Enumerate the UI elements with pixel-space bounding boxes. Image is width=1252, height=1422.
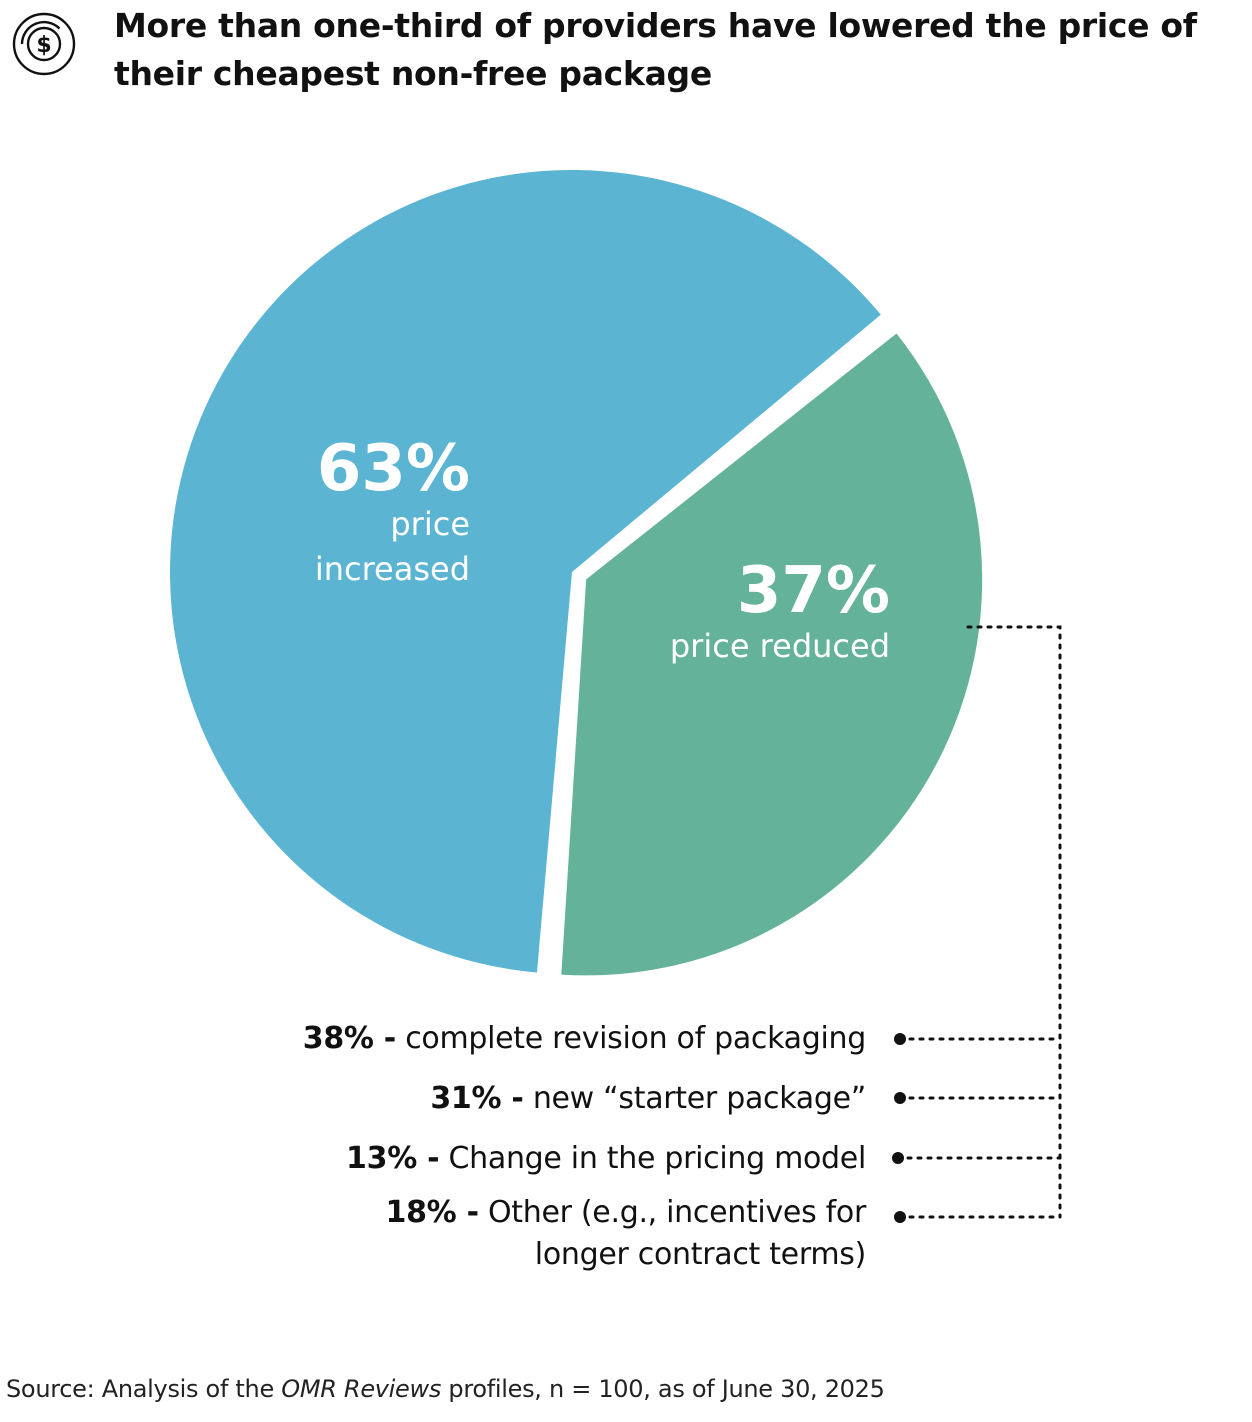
source-prefix: Source: Analysis of the <box>6 1375 282 1403</box>
dollar-coin-icon: $ <box>12 12 76 76</box>
pie-slice-price-increased <box>170 169 881 973</box>
source-note: Source: Analysis of the OMR Reviews prof… <box>6 1374 1246 1404</box>
source-italic: OMR Reviews <box>281 1375 442 1403</box>
breakdown-pct: 31% - <box>430 1081 524 1116</box>
slice-label-price-increased-line1: price <box>390 505 470 543</box>
breakdown-bullet <box>894 1092 906 1104</box>
breakdown-bullet <box>894 1211 906 1223</box>
breakdown-text: Change in the pricing model <box>448 1141 867 1176</box>
breakdown-text-line2: longer contract terms) <box>534 1237 867 1272</box>
breakdown-text: complete revision of packaging <box>405 1021 866 1056</box>
slice-label-price-increased-line2: increased <box>315 550 470 588</box>
breakdown-text: Other (e.g., incentives for <box>487 1195 866 1230</box>
breakdown-pct: 13% - <box>346 1141 440 1176</box>
breakdown-item: 38% - complete revision of packaging <box>302 1018 867 1060</box>
svg-text:$: $ <box>36 33 51 58</box>
breakdown-item: 13% - Change in the pricing model <box>346 1138 866 1180</box>
breakdown-connector <box>896 625 1062 1219</box>
chart-title: More than one-third of providers have lo… <box>114 6 1197 93</box>
breakdown-item: 31% - new “starter package” <box>430 1078 866 1120</box>
breakdown-bullet <box>892 1152 904 1164</box>
pie-slice-price-reduced <box>561 333 983 976</box>
source-suffix: profiles, n = 100, as of June 30, 2025 <box>441 1375 885 1403</box>
breakdown-pct: 38% - <box>302 1021 397 1056</box>
slice-value-price-reduced: 37% <box>737 554 890 628</box>
breakdown-bullet <box>894 1033 906 1045</box>
breakdown-text: new “starter package” <box>532 1081 866 1116</box>
breakdown-item: 18% - Other (e.g., incentives for longer… <box>385 1192 867 1276</box>
slice-value-price-increased: 63% <box>317 432 470 506</box>
breakdown-pct: 18% - <box>385 1195 480 1230</box>
connector-trunk <box>966 625 1062 1219</box>
slice-label-price-reduced: price reduced <box>670 627 890 665</box>
header: $ More than one-third of providers have … <box>0 0 1252 110</box>
